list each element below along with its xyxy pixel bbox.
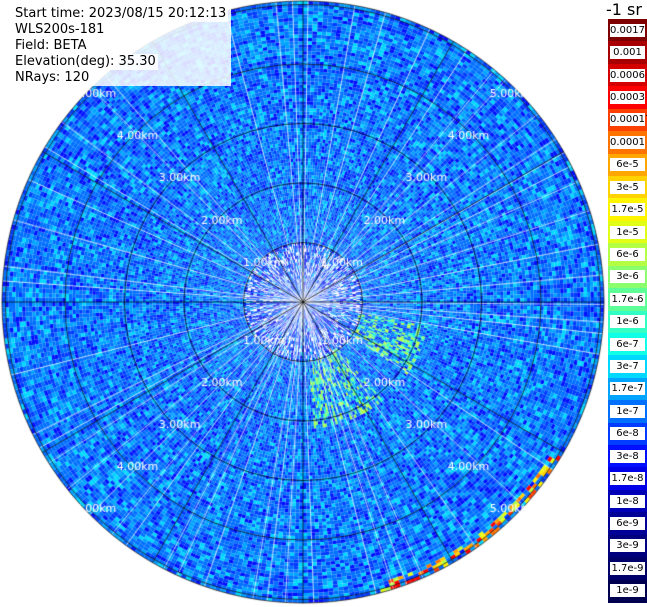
colorbar-tick-label: 1.7e-8 <box>610 472 645 486</box>
colorbar-tick-label: 1e-6 <box>610 315 645 329</box>
colorbar-tick-label: 1.7e-6 <box>610 292 645 306</box>
colorbar-tick-label: 1e-7 <box>610 404 645 418</box>
elevation-label: Elevation(deg): 35.30 <box>13 54 158 70</box>
colorbar-tick-label: 3e-8 <box>610 449 645 463</box>
colorbar-tick-label: 0.0001 <box>610 135 645 149</box>
scan-info-panel: Start time: 2023/08/15 20:12:13 WLS200s-… <box>11 6 231 86</box>
colorbar: 0.0017 0.001 0.0006 0.0003 0.00017 0.0001 6e-5… <box>608 19 647 603</box>
colorbar-tick-label: 3e-5 <box>610 180 645 194</box>
instrument-label: WLS200s-181 <box>13 22 107 38</box>
colorbar-tick-label: 6e-5 <box>610 158 645 172</box>
colorbar-tick-label: 0.0003 <box>610 90 645 104</box>
colorbar-tick-label: 0.00017 <box>610 113 647 127</box>
colorbar-tick-label: 0.0006 <box>610 68 645 82</box>
nrays-label: NRays: 120 <box>13 70 92 86</box>
colorbar-tick-label: 6e-7 <box>610 337 645 351</box>
colorbar-tick-label: 1e-5 <box>610 225 645 239</box>
colorbar-tick-label: 1.7e-9 <box>610 561 645 575</box>
colorbar-tick-label: 1e-8 <box>610 494 645 508</box>
start-time-label: Start time: 2023/08/15 20:12:13 <box>13 6 229 22</box>
colorbar-tick-label: 3e-6 <box>610 270 645 284</box>
colorbar-tick-label: 0.0017 <box>610 23 645 37</box>
colorbar-tick-label: 6e-9 <box>610 517 645 531</box>
colorbar-tick-label: 0.001 <box>610 46 645 60</box>
colorbar-tick-label: 6e-8 <box>610 427 645 441</box>
field-label: Field: BETA <box>13 38 89 54</box>
colorbar-tick-label: 1.7e-5 <box>610 203 645 217</box>
colorbar-title: -1 sr <box>606 0 642 19</box>
colorbar-tick-label: 1e-9 <box>610 584 645 598</box>
colorbar-tick-label: 6e-6 <box>610 247 645 261</box>
colorbar-tick-label: 3e-9 <box>610 539 645 553</box>
colorbar-tick-label: 1.7e-7 <box>610 382 645 396</box>
colorbar-tick-label: 3e-7 <box>610 360 645 374</box>
